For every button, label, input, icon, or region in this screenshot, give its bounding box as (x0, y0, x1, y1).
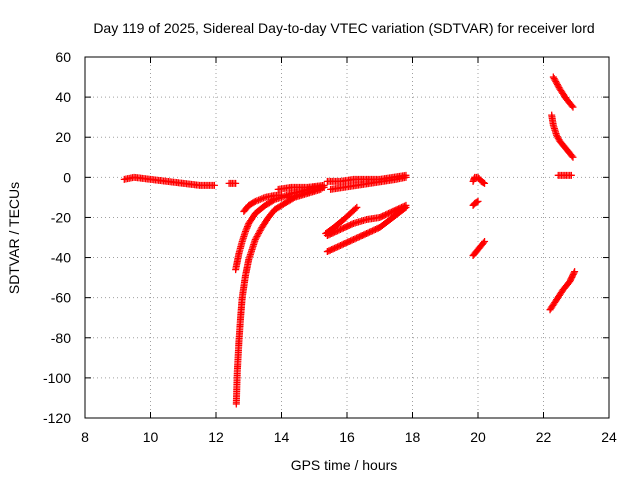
y-tick-label: 20 (55, 129, 71, 145)
series-arc-4 (232, 185, 325, 408)
series-arc-2 (225, 179, 240, 187)
data-point (251, 197, 259, 205)
x-tick-label: 18 (405, 429, 421, 445)
y-tick-label: -120 (43, 410, 71, 426)
data-point (402, 203, 410, 211)
x-tick-labels: 8 10 12 14 16 18 20 22 24 (81, 429, 617, 445)
plot-frame (84, 56, 610, 419)
y-tick-label: -80 (51, 330, 71, 346)
chart-title: Day 119 of 2025, Sidereal Day-to-day VTE… (93, 20, 594, 36)
data-point (353, 203, 361, 211)
y-tick-label: 0 (63, 169, 71, 185)
x-tick-label: 22 (536, 429, 552, 445)
data-point (251, 236, 259, 244)
data-point (554, 134, 562, 142)
data-point (553, 79, 561, 87)
data-point (278, 191, 285, 199)
y-tick-label: -20 (51, 209, 71, 225)
data-point (568, 102, 576, 110)
x-tick-label: 12 (208, 429, 224, 445)
x-tick-label: 24 (601, 429, 617, 445)
data-point (479, 239, 487, 247)
data-point (210, 181, 218, 189)
x-tick-label: 20 (470, 429, 486, 445)
data-point (402, 173, 410, 181)
data-point (254, 231, 262, 239)
series-arc-13 (469, 173, 489, 187)
data-point (481, 179, 489, 187)
data-point (553, 81, 561, 89)
data-point (549, 73, 557, 81)
data-point (570, 269, 578, 277)
data-point (281, 192, 289, 200)
data-point (252, 234, 260, 242)
series-arc-12 (323, 203, 410, 256)
data-point (258, 195, 266, 203)
series-arc-1 (120, 173, 218, 189)
y-tick-labels: 60 40 20 0 -20 -40 -60 -80 -100 -120 (43, 49, 71, 426)
data-point (481, 238, 489, 246)
data-point (474, 197, 482, 205)
x-tick-label: 8 (81, 429, 89, 445)
series-arc-14 (469, 197, 482, 209)
data-point (244, 221, 252, 229)
data-point (479, 179, 487, 187)
data-point (552, 78, 560, 86)
series-arc-16 (549, 73, 577, 111)
data-point (352, 205, 360, 213)
data-point (551, 76, 559, 84)
y-tick-label: -40 (51, 250, 71, 266)
series-arc-17 (548, 111, 577, 161)
data-point (255, 228, 263, 236)
data-point (401, 204, 409, 212)
x-axis-label: GPS time / hours (291, 457, 398, 473)
data-point (320, 183, 328, 191)
data-point (553, 131, 561, 139)
data-point (255, 196, 263, 204)
data-point (242, 226, 250, 234)
y-tick-label: 40 (55, 89, 71, 105)
y-tick-label: 60 (55, 49, 71, 65)
data-point (243, 223, 251, 231)
data-point (568, 152, 576, 160)
data-point (571, 268, 579, 276)
series-arc-18 (554, 171, 575, 179)
series-arc-5 (240, 191, 285, 215)
series-arc-7 (284, 183, 328, 201)
data-point (473, 198, 481, 206)
x-tick-label: 16 (339, 429, 355, 445)
data-point (256, 195, 264, 203)
data-point (348, 220, 356, 228)
series-arc-9 (327, 173, 410, 193)
data-point (569, 103, 577, 111)
data-point (553, 133, 561, 141)
data-point (232, 179, 240, 187)
y-tick-label: -100 (43, 370, 71, 386)
data-point (554, 82, 562, 90)
data-point (256, 226, 264, 234)
data-point (259, 194, 267, 202)
series-arc-15 (469, 238, 489, 260)
data-point (241, 227, 249, 235)
series-arc-19 (546, 268, 579, 314)
data-point (569, 153, 577, 161)
y-axis-label: SDTVAR / TECUs (6, 182, 22, 294)
grid (85, 57, 609, 418)
data-point (243, 224, 251, 232)
data-point (255, 229, 263, 237)
series-arc-11 (323, 201, 410, 239)
y-tick-label: -60 (51, 290, 71, 306)
data-point (550, 75, 558, 83)
data-point (253, 232, 261, 240)
x-tick-label: 10 (143, 429, 159, 445)
data-points (120, 73, 579, 408)
data-point (279, 193, 287, 201)
x-tick-label: 14 (274, 429, 290, 445)
data-point (253, 197, 261, 205)
data-point (567, 171, 575, 179)
series-arc-6 (274, 181, 328, 193)
